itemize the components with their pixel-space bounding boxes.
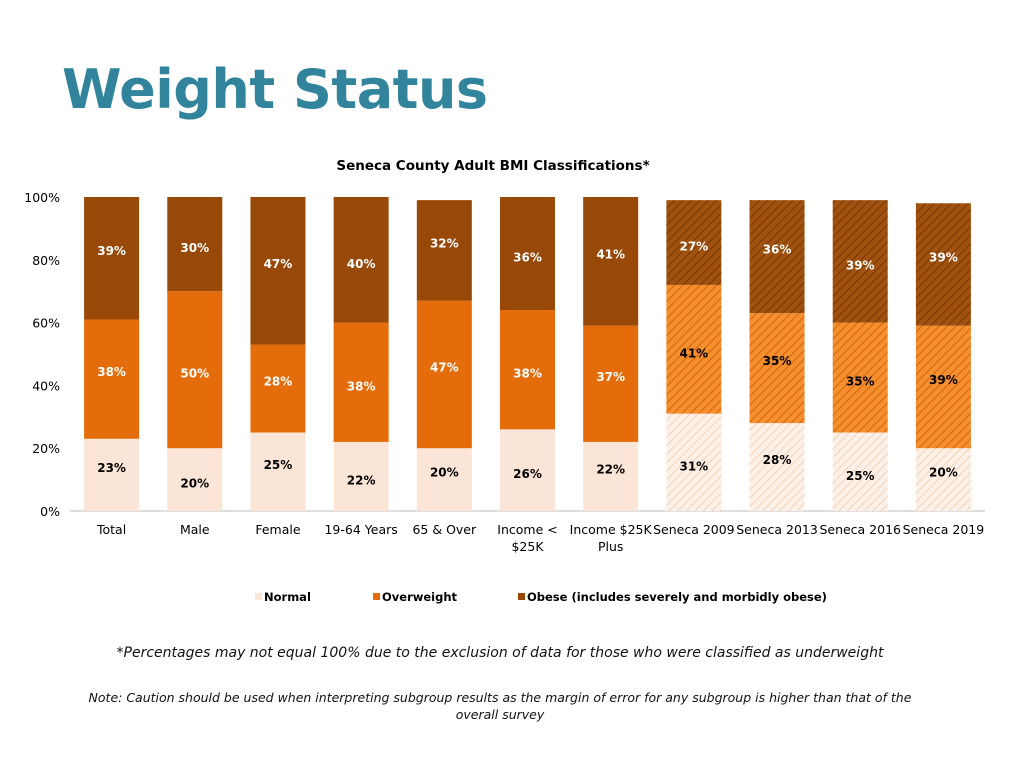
x-tick-label: Seneca 2019 (903, 522, 985, 537)
footnote: *Percentages may not equal 100% due to t… (116, 645, 884, 661)
data-label-normal: 20% (430, 466, 459, 480)
x-tick-label: Male (180, 522, 210, 537)
data-label-normal: 31% (679, 459, 708, 473)
data-label-overweight: 37% (596, 370, 625, 384)
x-tick-label: 19-64 Years (324, 522, 397, 537)
bar-segment-overweight (333, 322, 389, 442)
bar-segment-overweight (832, 322, 888, 433)
bar-segment-obese (250, 197, 306, 345)
bar-segment-obese (416, 200, 472, 301)
bar-segment-obese (832, 200, 888, 323)
bar-segment-normal (167, 448, 223, 511)
bar-segment-overweight (416, 300, 472, 449)
bar-segment-normal (250, 432, 306, 511)
data-label-normal: 23% (97, 461, 126, 475)
bar-segment-obese (84, 197, 140, 320)
data-label-obese: 36% (513, 251, 542, 265)
bar-segment-normal (333, 441, 389, 511)
bar-segment-overweight (749, 313, 805, 424)
y-tick-label: 60% (32, 316, 60, 331)
bar-segment-normal (500, 429, 555, 511)
bar-segment-overweight (84, 319, 140, 439)
bar-segment-obese (500, 197, 555, 311)
data-label-obese: 39% (846, 258, 875, 272)
bar-segment-overweight (167, 291, 223, 449)
data-label-obese: 36% (763, 243, 792, 257)
data-label-normal: 26% (513, 467, 542, 481)
data-label-overweight: 50% (180, 367, 209, 381)
bar-segment-normal (416, 448, 472, 511)
data-label-overweight: 38% (513, 367, 542, 381)
bar-segment-obese (167, 197, 223, 292)
y-tick-label: 100% (24, 190, 60, 205)
x-tick-label: Seneca 2013 (736, 522, 818, 537)
y-tick-label: 0% (40, 504, 60, 519)
bar-segment-obese (583, 197, 639, 326)
data-label-overweight: 47% (430, 360, 459, 374)
legend-label-normal: Normal (264, 590, 311, 604)
legend-swatch-obese (518, 593, 525, 600)
data-label-normal: 20% (180, 477, 209, 491)
bars: 23% 38% 39% 20% 50% 30% 25% 28% 47% 22% 38% 40% 20% 4… (84, 197, 971, 511)
data-label-obese: 39% (97, 244, 126, 258)
bar-segment-obese (915, 203, 971, 326)
x-tick-label: Seneca 2009 (653, 522, 735, 537)
bar-segment-obese (333, 197, 389, 323)
data-label-normal: 20% (929, 466, 958, 480)
data-label-overweight: 35% (846, 375, 875, 389)
data-label-obese: 27% (679, 240, 708, 254)
data-label-overweight: 41% (679, 346, 708, 360)
data-label-overweight: 38% (97, 365, 126, 379)
y-tick-label: 20% (32, 441, 60, 456)
data-label-normal: 25% (846, 469, 875, 483)
data-label-obese: 47% (264, 257, 293, 271)
data-label-overweight: 28% (264, 375, 293, 389)
x-tick-label: Income < (497, 522, 557, 537)
data-label-overweight: 35% (763, 354, 792, 368)
legend-label-obese: Obese (includes severely and morbidly ob… (527, 590, 827, 604)
data-label-normal: 22% (596, 462, 625, 476)
bar-segment-obese (666, 200, 722, 285)
legend-swatch-normal (255, 593, 262, 600)
x-tick-label: Total (96, 522, 126, 537)
bar-segment-overweight (666, 284, 722, 414)
bar-segment-overweight (915, 325, 971, 449)
x-axis-labels: Total Male Female 19-64 Years 65 & Over Incom… (96, 522, 984, 554)
data-label-normal: 28% (763, 453, 792, 467)
y-tick-label: 40% (32, 378, 60, 393)
x-tick-label: Income $25K (570, 522, 653, 537)
bar-segment-overweight (250, 344, 306, 433)
x-tick-label: $25K (511, 539, 544, 554)
bar-segment-obese (749, 200, 805, 314)
data-label-overweight: 38% (347, 379, 376, 393)
x-tick-label: Seneca 2016 (819, 522, 901, 537)
bar-segment-normal (666, 413, 722, 511)
data-label-obese: 39% (929, 251, 958, 265)
y-tick-label: 80% (32, 253, 60, 268)
legend: Normal Overweight Obese (includes severely… (255, 590, 827, 604)
caution-note: Note: Caution should be used when interp… (88, 690, 912, 722)
slide-title: Weight Status (62, 58, 488, 121)
x-tick-label: Female (255, 522, 301, 537)
data-label-overweight: 39% (929, 373, 958, 387)
bar-segment-normal (832, 432, 888, 511)
chart-title: Seneca County Adult BMI Classifications* (336, 158, 649, 174)
bar-segment-overweight (500, 310, 555, 430)
data-label-normal: 22% (347, 473, 376, 487)
bmi-stacked-bar-chart: Seneca County Adult BMI Classifications*… (24, 158, 985, 604)
bar-segment-normal (583, 441, 639, 511)
legend-label-overweight: Overweight (382, 590, 458, 604)
x-tick-label: 65 & Over (412, 522, 477, 537)
bar-segment-normal (749, 423, 805, 511)
legend-swatch-overweight (373, 593, 380, 600)
data-label-obese: 40% (347, 257, 376, 271)
data-label-obese: 41% (596, 247, 625, 261)
bar-segment-overweight (583, 325, 639, 442)
data-label-normal: 25% (264, 458, 293, 472)
bar-segment-normal (915, 448, 971, 511)
data-label-obese: 30% (180, 241, 209, 255)
x-tick-label: Plus (598, 539, 623, 554)
bar-segment-normal (84, 438, 140, 511)
data-label-obese: 32% (430, 236, 459, 250)
